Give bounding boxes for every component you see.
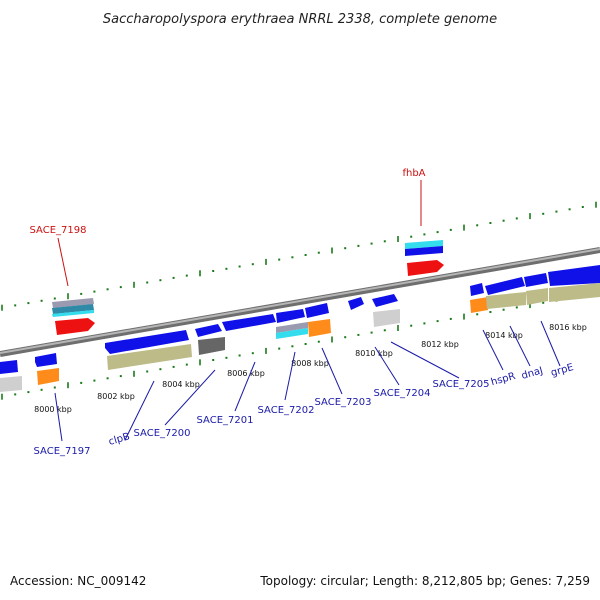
- gene-SACE_7200-dark[interactable]: [198, 337, 225, 355]
- label-hspR[interactable]: hspR: [490, 371, 517, 388]
- label-SACE_7205[interactable]: SACE_7205: [433, 379, 490, 390]
- scale-label-8012: 8012 kbp: [421, 340, 459, 349]
- scale-label-8000: 8000 kbp: [34, 405, 72, 414]
- label-leader-lines: [54, 180, 561, 442]
- label-SACE_7201[interactable]: SACE_7201: [197, 415, 254, 426]
- gene-dnaJ-olive[interactable]: [486, 292, 526, 309]
- gene-right-edge-olive[interactable]: [549, 283, 600, 302]
- label-SACE_7204[interactable]: SACE_7204: [374, 388, 431, 399]
- gene-hspR-orange[interactable]: [470, 297, 488, 313]
- scale-label-8008: 8008 kbp: [291, 359, 329, 368]
- upper-tick-track: [1, 201, 597, 311]
- gene-SACE_7197-olive[interactable]: [37, 368, 59, 385]
- gene-right-edge-blue[interactable]: [548, 265, 600, 286]
- map-title: Saccharopolyspora erythraea NRRL 2338, c…: [103, 12, 497, 27]
- gene-SACE_7205-gray[interactable]: [373, 309, 400, 327]
- gene-grpE[interactable]: [524, 273, 548, 287]
- gene-SACE_7205[interactable]: [372, 294, 398, 307]
- upper-strand-genes: [52, 240, 444, 335]
- scale-label-8006: 8006 kbp: [227, 369, 265, 378]
- gene-SACE_7204[interactable]: [348, 297, 364, 310]
- label-grpE[interactable]: grpE: [550, 362, 575, 379]
- gene-SACE_7198[interactable]: [52, 298, 95, 335]
- gene-SACE_7197[interactable]: [35, 353, 57, 367]
- gene-fhbA[interactable]: [405, 240, 444, 276]
- label-dnaJ[interactable]: dnaJ: [520, 365, 544, 382]
- gene-left-edge-blue[interactable]: [0, 360, 18, 374]
- gene-SACE_7202[interactable]: [276, 309, 305, 323]
- scale-label-8016: 8016 kbp: [549, 323, 587, 332]
- gene-SACE_7203-olive[interactable]: [308, 319, 331, 337]
- label-SACE_7200[interactable]: SACE_7200: [134, 428, 191, 439]
- accession-text: Accession: NC_009142: [10, 574, 146, 588]
- genome-backbone: [0, 247, 600, 357]
- gene-SACE_7200[interactable]: [195, 324, 222, 337]
- gene-left-edge-gray[interactable]: [0, 376, 22, 392]
- scale-label-8002: 8002 kbp: [97, 392, 135, 401]
- gene-clpB-olive[interactable]: [107, 344, 192, 370]
- gene-hspR[interactable]: [470, 283, 484, 296]
- lower-tick-track: [1, 290, 597, 400]
- gene-grpE-olive[interactable]: [526, 288, 548, 305]
- label-clpB[interactable]: clpB: [107, 431, 131, 448]
- label-SACE_7203[interactable]: SACE_7203: [315, 397, 372, 408]
- genome-summary-text: Topology: circular; Length: 8,212,805 bp…: [259, 574, 590, 588]
- label-SACE_7198[interactable]: SACE_7198: [30, 225, 87, 236]
- gene-clpB[interactable]: [105, 330, 189, 354]
- scale-label-8004: 8004 kbp: [162, 380, 200, 389]
- label-fhbA[interactable]: fhbA: [402, 168, 425, 179]
- scale-label-8014: 8014 kbp: [485, 331, 523, 340]
- gene-SACE_7203[interactable]: [305, 303, 329, 318]
- label-SACE_7197[interactable]: SACE_7197: [34, 446, 91, 457]
- gene-dnaJ[interactable]: [485, 277, 525, 295]
- gene-SACE_7202-cyan[interactable]: [276, 328, 308, 339]
- label-SACE_7202[interactable]: SACE_7202: [258, 405, 315, 416]
- scale-label-8010: 8010 kbp: [355, 349, 393, 358]
- lower-strand-genes: [0, 265, 600, 392]
- gene-SACE_7201[interactable]: [222, 314, 276, 331]
- gene-SACE_7202-purple[interactable]: [276, 322, 308, 333]
- scale-labels: 8000 kbp 8002 kbp 8004 kbp 8006 kbp 8008…: [34, 323, 587, 414]
